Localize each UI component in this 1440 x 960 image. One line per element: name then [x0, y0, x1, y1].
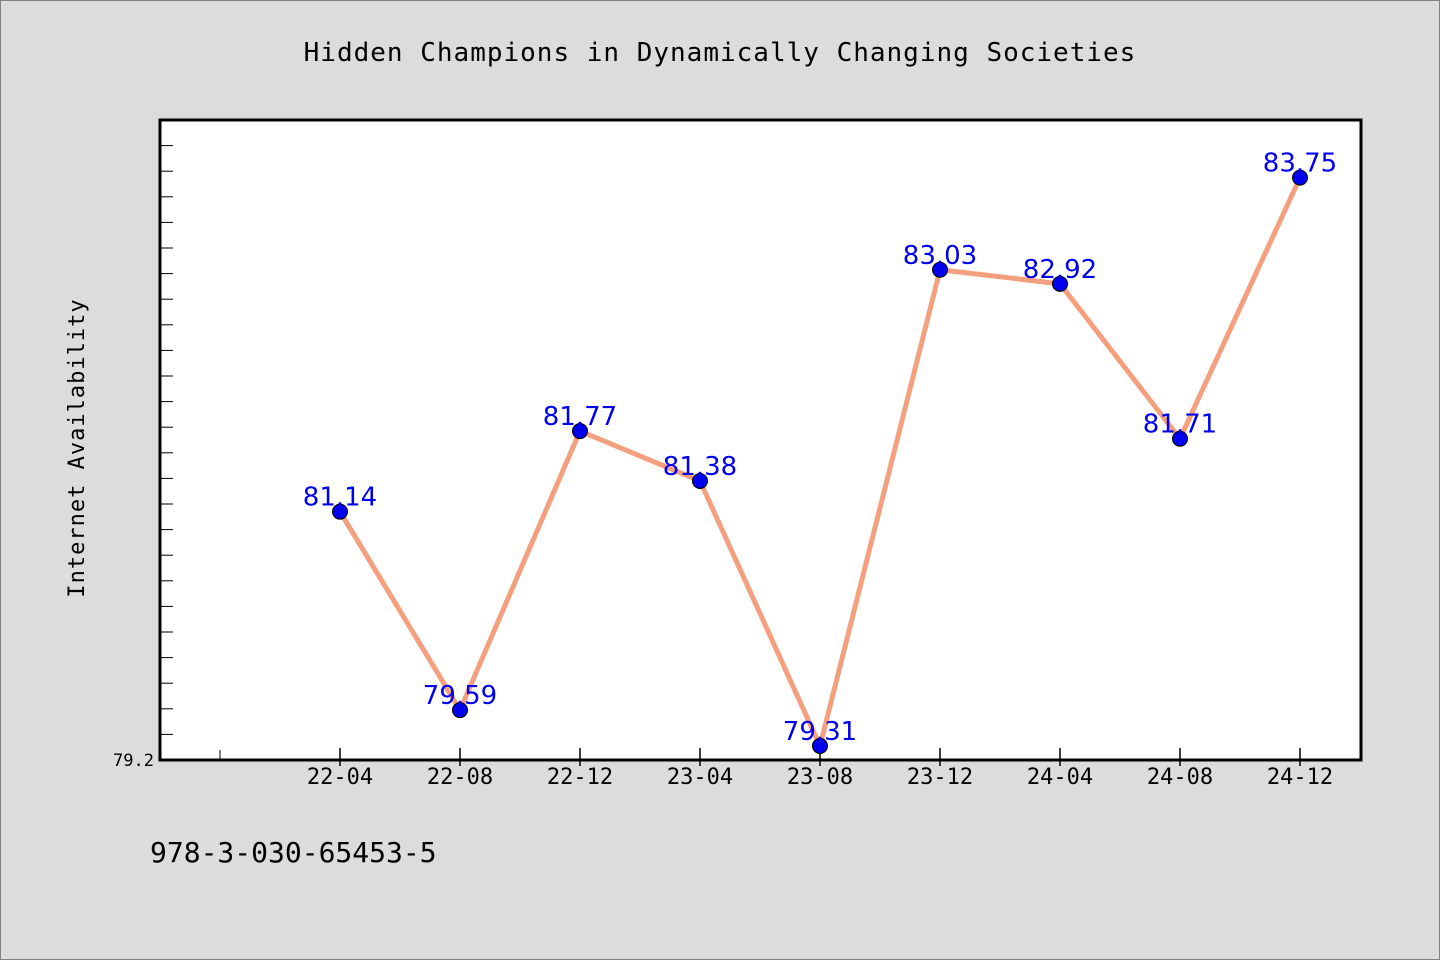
x-tick-label: 22-12 — [547, 765, 613, 790]
data-point — [1052, 275, 1068, 292]
data-label: 83.75 — [1263, 149, 1337, 179]
data-label: 81.71 — [1143, 410, 1217, 440]
data-label: 81.77 — [543, 402, 617, 432]
footnote: 978-3-030-65453-5 — [150, 836, 437, 869]
data-point — [332, 503, 348, 520]
x-tick-label: 22-08 — [427, 765, 493, 790]
data-label: 83.03 — [903, 241, 977, 271]
data-label: 82.92 — [1023, 255, 1097, 285]
x-tick-label: 24-04 — [1027, 765, 1093, 790]
x-axis-ticks: 22-04 22-08 22-12 23-04 23-08 23-12 24-04 24-08… — [219, 748, 1333, 790]
y-axis-ticks: 79.2 — [113, 119, 173, 771]
data-point — [1292, 169, 1308, 186]
x-tick-label: 24-12 — [1267, 765, 1333, 790]
data-point — [452, 702, 468, 719]
y-tick-label: 79.2 — [113, 751, 154, 771]
data-point — [932, 261, 948, 278]
data-label: 81.14 — [303, 483, 377, 513]
plot-area — [158, 118, 1363, 762]
x-tick-label: 24-08 — [1147, 765, 1213, 790]
x-tick-label: 23-12 — [907, 765, 973, 790]
x-tick-label: 23-04 — [667, 765, 733, 790]
data-point — [1172, 430, 1188, 447]
data-labels: 81.14 79.59 81.77 81.38 79.31 83.03 82.92 81.71… — [303, 149, 1337, 747]
data-point — [692, 472, 708, 489]
chart-title: Hidden Champions in Dynamically Changing… — [304, 38, 1137, 68]
y-axis-label: Internet Availability — [65, 298, 90, 597]
data-point — [812, 737, 828, 754]
data-label: 79.31 — [783, 717, 857, 747]
x-tick-label: 22-04 — [307, 765, 373, 790]
x-tick-label: 23-08 — [787, 765, 853, 790]
series-points — [332, 169, 1308, 754]
data-label: 81.38 — [663, 452, 737, 482]
data-label: 79.59 — [423, 681, 497, 711]
data-point — [572, 423, 588, 440]
